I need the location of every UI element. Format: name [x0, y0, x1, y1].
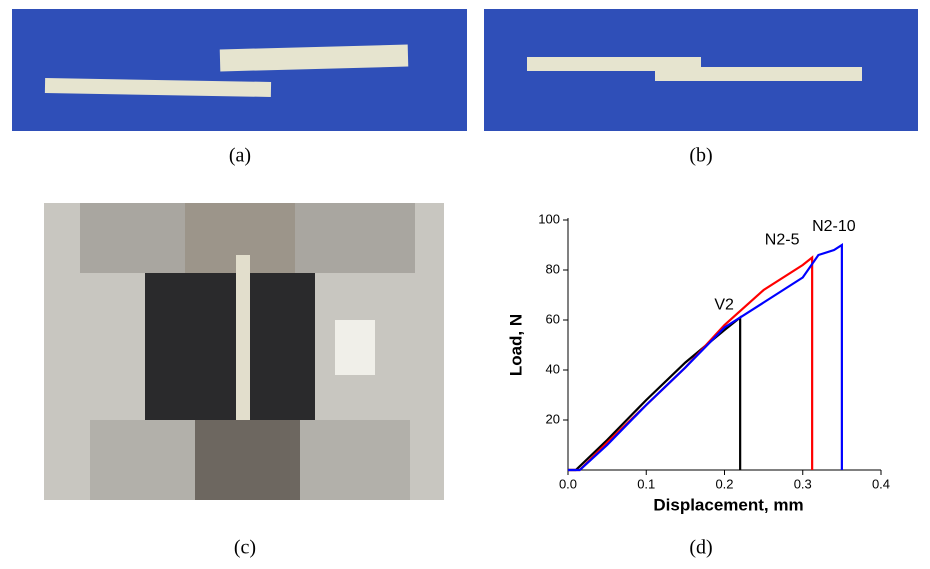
x-tick-label: 0.2 [715, 476, 733, 491]
panel-label: (d) [689, 537, 712, 559]
x-tick-label: 0.1 [637, 476, 655, 491]
y-tick-label: 60 [546, 311, 560, 326]
photo-a [12, 9, 467, 131]
photo-c [44, 203, 444, 500]
panel-label: (a) [229, 145, 251, 167]
x-axis-label: Displacement, mm [653, 495, 803, 514]
series-label: N2-10 [812, 218, 856, 235]
series-line [568, 245, 842, 470]
y-tick-label: 40 [546, 361, 560, 376]
series-label: N2-5 [765, 232, 800, 249]
figure: (a) (b) (c) (d) 0.0 0.1 0.2 0.3 0.4 20 40 60 80 1… [0, 0, 930, 569]
x-tick-label: 0.4 [872, 476, 890, 491]
y-tick-label: 100 [538, 211, 560, 226]
x-tick-label: 0.3 [794, 476, 812, 491]
series-label: V2 [714, 297, 734, 314]
series-line [568, 318, 740, 471]
y-tick-label: 20 [546, 411, 560, 426]
panel-label: (c) [234, 537, 256, 559]
panel-label: (b) [689, 145, 712, 167]
x-tick-label: 0.0 [559, 476, 577, 491]
y-axis-label: Load, N [506, 314, 525, 376]
photo-b [484, 9, 918, 131]
chart: 0.0 0.1 0.2 0.3 0.4 20 40 60 80 100 Displacement, … [506, 211, 890, 514]
y-tick-label: 80 [546, 261, 560, 276]
